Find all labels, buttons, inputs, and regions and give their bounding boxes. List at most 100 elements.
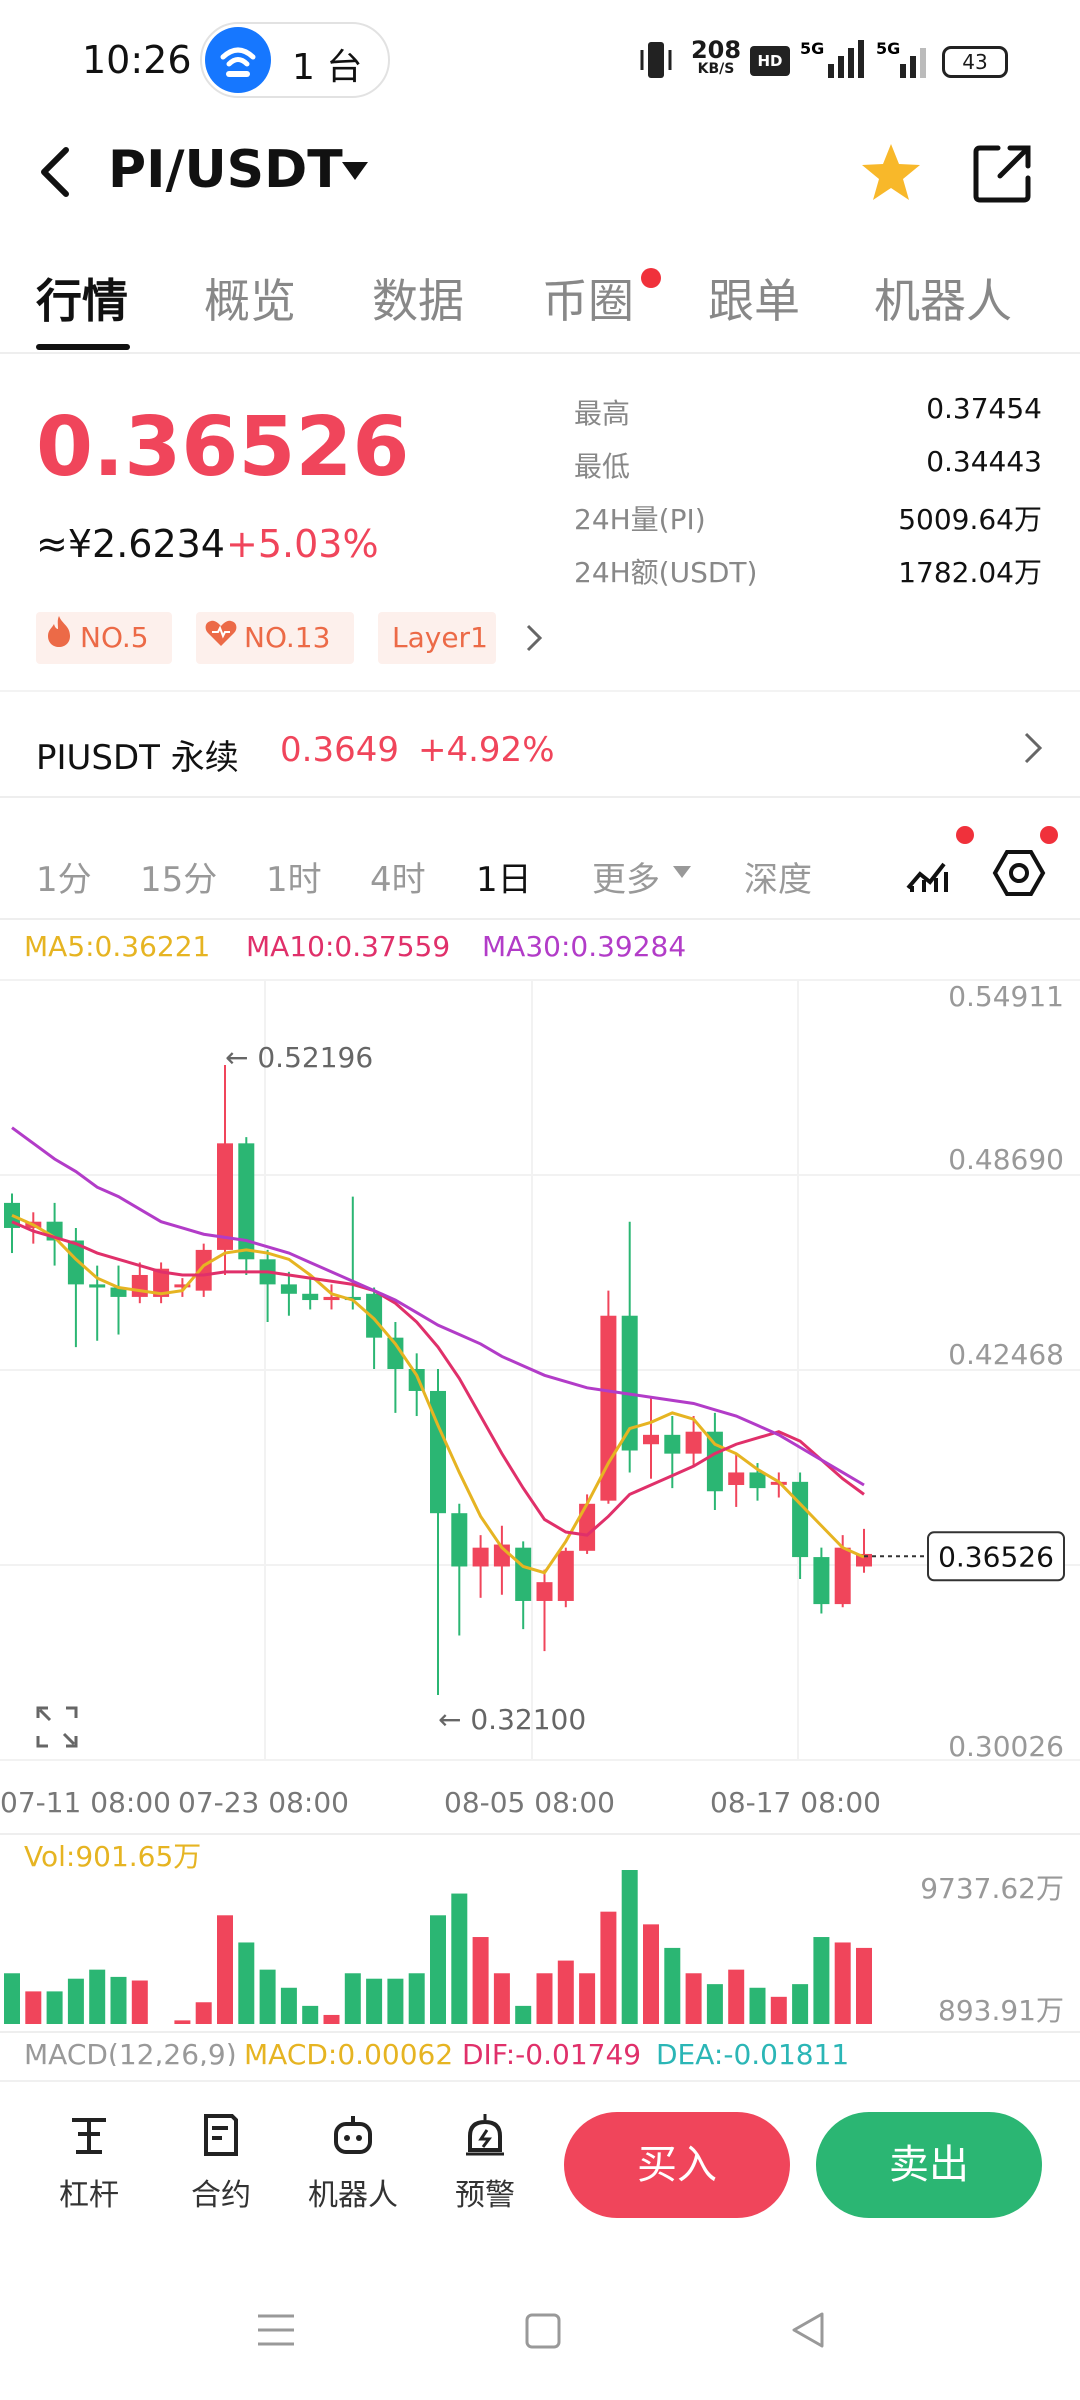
volume-bar <box>430 1915 446 2024</box>
candle-body <box>131 1274 148 1297</box>
nav-leverage-label: 杠杆 <box>59 2178 119 2213</box>
dif-value: DIF:-0.01749 <box>462 2038 641 2071</box>
interval-more[interactable]: 更多 <box>592 860 660 900</box>
interval-4h[interactable]: 4时 <box>370 860 426 900</box>
y-tick-label: 0.42468 <box>948 1338 1064 1371</box>
stat-low-value: 0.34443 <box>926 445 1042 478</box>
volume-bar <box>131 1980 148 2024</box>
candle-body <box>643 1434 659 1445</box>
perpetual-name[interactable]: PIUSDT 永续 <box>36 738 239 778</box>
chevron-right-icon[interactable] <box>1022 730 1044 770</box>
moving-averages <box>11 1126 865 1575</box>
y-tick-label: 0.54911 <box>948 980 1064 1013</box>
volume-bar <box>856 1947 872 2024</box>
network-speed: 208 KB/S <box>690 36 742 77</box>
volume-bar <box>89 1969 106 2024</box>
volume-bar <box>259 1969 276 2024</box>
page-title[interactable]: PI/USDT <box>108 140 343 200</box>
ma5-legend: MA5:0.36221 <box>24 930 211 963</box>
alert-icon <box>466 2114 504 2156</box>
interval-15m[interactable]: 15分 <box>140 860 218 900</box>
tab-bot[interactable]: 机器人 <box>874 274 1012 328</box>
share-icon[interactable] <box>970 140 1036 210</box>
divider <box>0 2080 1080 2082</box>
candle-body <box>792 1481 809 1558</box>
volume-bar <box>110 1976 127 2024</box>
nav-robot[interactable]: 机器人 <box>298 2112 408 2214</box>
volume-bar <box>67 1978 84 2024</box>
sell-button[interactable]: 卖出 <box>816 2112 1042 2218</box>
volume-bar <box>238 1942 255 2024</box>
current-price-box <box>927 1531 1065 1582</box>
ma5-line <box>11 1214 865 1575</box>
back-icon[interactable] <box>30 142 80 206</box>
candle-body <box>685 1431 702 1454</box>
candle-body <box>89 1284 106 1288</box>
tab-copy-trade[interactable]: 跟单 <box>708 274 800 328</box>
tag-layer1[interactable]: Layer1 <box>378 612 496 664</box>
macd-clip <box>0 2066 1080 2080</box>
chevron-right-icon[interactable] <box>524 622 546 658</box>
home-icon[interactable] <box>524 2312 562 2354</box>
interval-depth[interactable]: 深度 <box>744 860 812 900</box>
interval-1m[interactable]: 1分 <box>36 860 92 900</box>
volume-bar <box>217 1915 233 2024</box>
low-marker: ← 0.32100 <box>438 1703 586 1736</box>
svg-text:5G: 5G <box>876 39 900 58</box>
tag-heart-rank[interactable]: NO.13 <box>196 612 354 664</box>
tag-hot-rank[interactable]: NO.5 <box>36 612 172 664</box>
settings-icon[interactable] <box>992 846 1046 904</box>
volume-bar <box>621 1870 638 2024</box>
notification-dot <box>1040 826 1058 844</box>
nav-contract[interactable]: 合约 <box>166 2112 276 2214</box>
volume-bar <box>834 1942 851 2024</box>
tab-overview[interactable]: 概览 <box>204 274 296 328</box>
svg-text:5G: 5G <box>800 39 824 58</box>
indicator-icon[interactable] <box>902 848 952 902</box>
macd-value: MACD:0.00062 <box>244 2038 453 2071</box>
menu-icon[interactable] <box>256 2312 296 2352</box>
caret-down-icon[interactable] <box>340 160 370 188</box>
candle-body <box>579 1503 596 1551</box>
interval-1h[interactable]: 1时 <box>266 860 322 900</box>
caret-down-icon[interactable] <box>672 864 692 884</box>
x-tick-label: 08-17 08:00 <box>710 1786 881 1819</box>
volume-bar <box>770 1996 787 2024</box>
candle-body <box>366 1293 383 1338</box>
chart-grid <box>0 979 1080 2033</box>
star-icon[interactable] <box>858 140 924 210</box>
volume-bar <box>344 1973 361 2024</box>
candle-body <box>323 1296 340 1301</box>
candle-body <box>472 1547 489 1567</box>
perpetual-change: +4.92% <box>418 730 555 770</box>
back-nav-icon[interactable] <box>788 2310 828 2354</box>
nav-alert[interactable]: 预警 <box>430 2112 540 2214</box>
stat-turnover-value: 1782.04万 <box>898 556 1042 589</box>
price-change: +5.03% <box>226 522 379 566</box>
perpetual-price: 0.3649 <box>280 730 399 770</box>
divider <box>0 690 1080 692</box>
nav-leverage[interactable]: 杠杆 <box>34 2112 144 2214</box>
fullscreen-icon[interactable] <box>36 1706 78 1752</box>
ma30-legend: MA30:0.39284 <box>482 930 687 963</box>
x-tick-label: 08-05 08:00 <box>444 1786 615 1819</box>
heart-icon <box>204 613 238 665</box>
hotspot-pill[interactable] <box>200 22 390 98</box>
tab-coin-circle[interactable]: 币圈 <box>542 274 634 328</box>
contract-icon <box>204 2114 238 2156</box>
dea-value: DEA:-0.01811 <box>656 2038 849 2071</box>
buy-button[interactable]: 买入 <box>564 2112 790 2218</box>
candle-body <box>536 1582 553 1601</box>
volume-bar <box>366 1978 383 2024</box>
signal-5g-icon-2: 5G <box>876 38 932 84</box>
tab-market[interactable]: 行情 <box>36 274 128 328</box>
hd-icon: HD <box>750 46 790 76</box>
tab-data[interactable]: 数据 <box>372 274 464 328</box>
candlestick-chart[interactable]: 0.54911 0.48690 0.42468 0.30026 0.36526 ← 0.5… <box>0 960 1080 2080</box>
divider <box>0 918 1080 920</box>
interval-1d[interactable]: 1日 <box>476 860 532 900</box>
stat-high-value: 0.37454 <box>926 392 1042 425</box>
candle-body <box>238 1143 255 1260</box>
candle-body <box>621 1315 638 1451</box>
y-tick-label: 0.30026 <box>948 1730 1064 1763</box>
